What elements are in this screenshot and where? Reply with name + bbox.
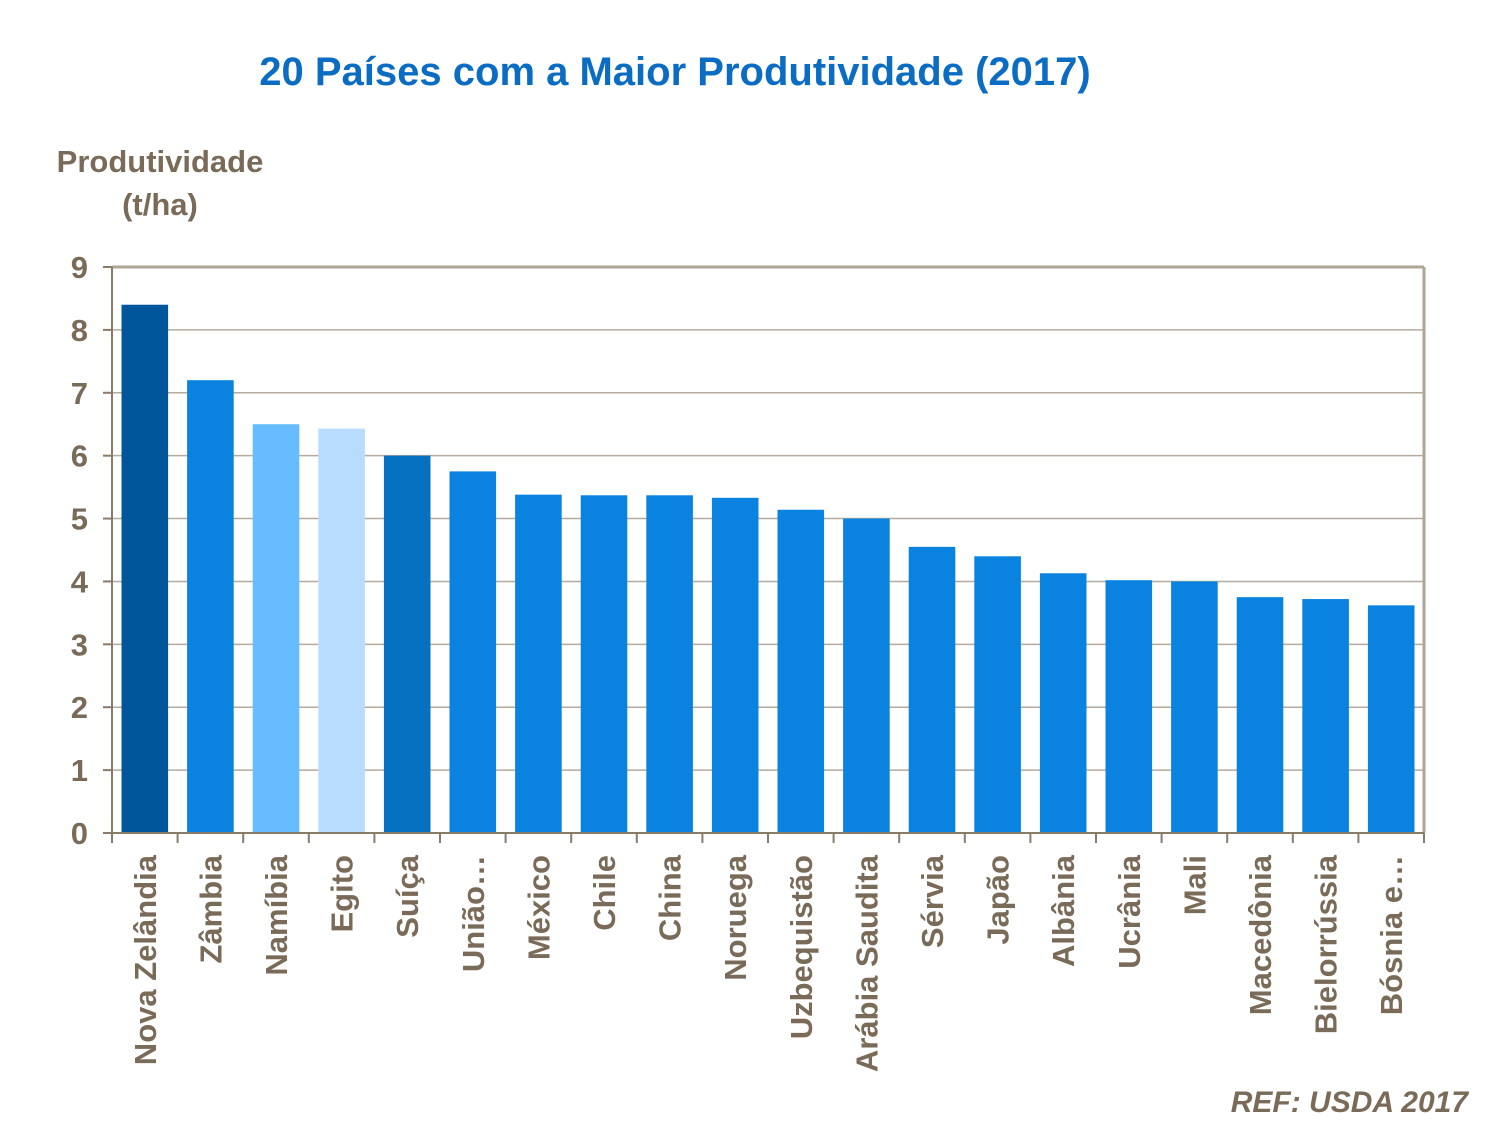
category-label: Arábia Saudita <box>849 854 884 1072</box>
y-tick-label: 2 <box>71 690 88 725</box>
category-label: Mali <box>1177 855 1212 915</box>
bar-5 <box>383 455 431 833</box>
category-label: China <box>653 854 688 941</box>
bar-20 <box>1367 605 1415 833</box>
y-axis-label-line-2: (t/ha) <box>122 187 198 222</box>
y-axis-label-line-1: Produtividade <box>56 144 264 179</box>
bar-14 <box>974 556 1021 833</box>
y-tick-label: 3 <box>71 627 88 662</box>
category-label: Egito <box>325 855 360 933</box>
y-tick-label: 1 <box>71 753 88 788</box>
bars <box>121 304 1415 833</box>
category-label: México <box>521 855 556 960</box>
bar-15 <box>1039 573 1087 833</box>
category-label: Macedônia <box>1243 854 1278 1015</box>
category-label: Nova Zelândia <box>128 854 163 1065</box>
source-note: REF: USDA 2017 <box>1230 1086 1468 1119</box>
bar-3 <box>252 424 300 833</box>
category-label: Zâmbia <box>193 854 228 963</box>
category-label: Namíbia <box>259 854 294 975</box>
y-tick-label: 6 <box>71 439 88 474</box>
bar-1 <box>121 304 169 833</box>
bar-6 <box>449 471 497 833</box>
category-label: Bielorrússia <box>1309 854 1344 1034</box>
bar-7 <box>515 494 562 833</box>
category-label: Sérvia <box>915 854 950 948</box>
y-tick-label: 4 <box>71 564 89 599</box>
bar-4 <box>318 428 365 833</box>
gridlines <box>112 329 1424 771</box>
category-label: Ucrânia <box>1112 854 1147 968</box>
bar-2 <box>187 380 234 833</box>
chart-title: 20 Países com a Maior Produtividade (201… <box>259 50 1091 94</box>
category-label: Albânia <box>1046 854 1081 967</box>
bar-10 <box>711 497 759 833</box>
y-tick-label: 8 <box>71 313 88 348</box>
bar-8 <box>580 495 628 833</box>
category-label: Uzbequistão <box>784 855 819 1039</box>
bar-16 <box>1105 580 1153 833</box>
category-label: Chile <box>587 855 622 931</box>
bar-18 <box>1236 597 1284 833</box>
y-tick-label: 5 <box>71 502 88 537</box>
y-tick-label: 0 <box>71 816 88 851</box>
bar-19 <box>1302 599 1349 833</box>
category-label: União… <box>456 855 491 972</box>
category-label: Bósnia e… <box>1374 855 1409 1015</box>
bar-11 <box>777 509 825 833</box>
y-tick-labels: 0 1 2 3 4 5 6 7 8 9 <box>71 250 89 851</box>
category-labels: Nova Zelândia Zâmbia Namíbia Egito Suíça Uniã… <box>128 854 1409 1072</box>
category-label: Noruega <box>718 854 753 981</box>
axes <box>103 265 1426 843</box>
y-tick-label: 7 <box>71 376 88 411</box>
bar-12 <box>843 518 890 833</box>
bar-13 <box>908 546 956 833</box>
bar-9 <box>646 495 693 833</box>
category-label: Japão <box>981 855 1016 945</box>
bar-17 <box>1171 581 1218 833</box>
y-tick-label: 9 <box>71 250 88 285</box>
category-label: Suíça <box>390 854 425 937</box>
